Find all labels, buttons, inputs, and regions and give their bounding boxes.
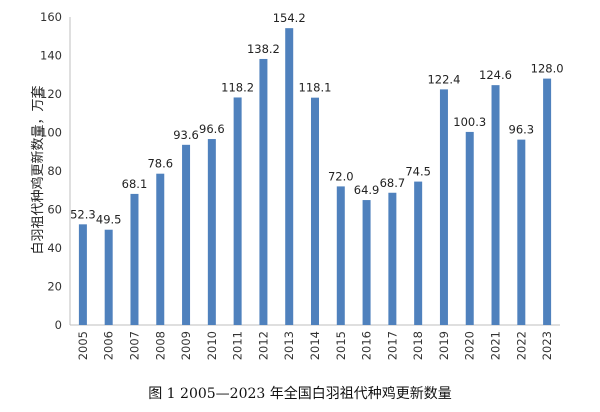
- bar: [259, 58, 268, 326]
- data-label: 78.6: [147, 157, 173, 171]
- bar: [156, 173, 165, 325]
- bar: [388, 192, 397, 325]
- bar: [465, 131, 474, 325]
- bar: [207, 139, 216, 325]
- bar: [130, 193, 139, 325]
- y-tick-label: 100: [40, 126, 62, 140]
- bar: [362, 200, 371, 325]
- value-labels: 52.3 49.5 68.1 78.6 93.6 96.6 118.2 138.2 154.2 1…: [70, 11, 563, 227]
- x-tick-label: 2013: [282, 331, 296, 360]
- data-label: 138.2: [247, 42, 280, 56]
- data-label: 64.9: [354, 183, 380, 197]
- data-label: 154.2: [273, 11, 306, 25]
- data-label: 100.3: [453, 115, 486, 129]
- bar: [285, 28, 294, 325]
- data-label: 122.4: [427, 72, 460, 86]
- data-label: 93.6: [173, 128, 199, 142]
- data-label: 96.3: [509, 123, 535, 137]
- bar: [78, 224, 87, 325]
- data-label: 68.7: [380, 176, 406, 190]
- x-tick-label: 2016: [360, 331, 374, 360]
- y-tick-labels: 0 20 40 60 80 100 120 140 160: [40, 10, 62, 332]
- bar: [182, 144, 191, 325]
- data-label: 128.0: [531, 62, 564, 76]
- data-label: 124.6: [479, 68, 512, 82]
- bar: [491, 85, 500, 326]
- bar: [517, 139, 526, 325]
- x-tick-label: 2021: [489, 331, 503, 360]
- y-tick-label: 160: [40, 10, 62, 24]
- y-tick-label: 40: [47, 241, 62, 255]
- x-tick-label: 2011: [231, 331, 245, 360]
- data-label: 68.1: [122, 177, 148, 191]
- data-label: 49.5: [96, 213, 122, 227]
- x-tick-label: 2022: [514, 331, 528, 360]
- bar: [543, 78, 552, 325]
- data-label: 72.0: [328, 169, 354, 183]
- x-tick-label: 2009: [179, 331, 193, 360]
- y-tick-label: 0: [55, 318, 62, 332]
- x-tick-label: 2020: [463, 331, 477, 360]
- data-label: 96.6: [199, 122, 225, 136]
- x-tick-label: 2012: [256, 331, 270, 360]
- x-tick-label: 2017: [385, 331, 399, 360]
- x-tick-label: 2019: [437, 331, 451, 360]
- x-tick-label: 2008: [153, 331, 167, 360]
- y-tick-label: 120: [40, 87, 62, 101]
- y-tick-label: 80: [47, 164, 62, 178]
- bar-chart: 0 20 40 60 80 100 120 140 160 52.3 49.5 68.1 78.6 93…: [30, 10, 564, 360]
- bar: [311, 97, 319, 325]
- y-axis-label: 白羽祖代种鸡更新数量，万套: [30, 85, 46, 254]
- x-tick-label: 2005: [76, 331, 90, 360]
- y-tick-label: 20: [47, 280, 62, 294]
- bar: [414, 181, 423, 325]
- bar: [336, 186, 345, 325]
- data-label: 118.1: [299, 81, 332, 95]
- x-tick-label: 2015: [334, 331, 348, 360]
- data-label: 52.3: [70, 207, 96, 221]
- bars: [78, 28, 552, 326]
- bar: [439, 89, 448, 325]
- data-label: 74.5: [405, 165, 431, 179]
- x-tick-label: 2014: [308, 331, 322, 360]
- x-tick-label: 2010: [205, 331, 219, 360]
- x-tick-labels: 2005 2006 2007 2008 2009 2010 2011 2012 2013 2014…: [76, 331, 554, 360]
- x-tick-label: 2018: [411, 331, 425, 360]
- y-tick-label: 140: [40, 49, 62, 63]
- bar: [233, 97, 242, 325]
- x-tick-label: 2006: [102, 331, 116, 360]
- y-tick-label: 60: [47, 203, 62, 217]
- x-tick-label: 2023: [540, 331, 554, 360]
- bar: [104, 229, 113, 325]
- x-tick-label: 2007: [127, 331, 141, 360]
- data-label: 118.2: [221, 80, 254, 94]
- figure-caption: 图 1 2005—2023 年全国白羽祖代种鸡更新数量: [148, 386, 452, 402]
